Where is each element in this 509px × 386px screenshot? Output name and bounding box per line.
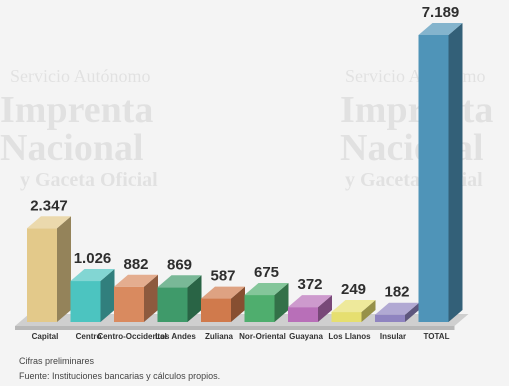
value-label-4: 587 bbox=[210, 268, 235, 285]
chart-bars bbox=[27, 23, 463, 322]
category-label-2: Centro-Occidental bbox=[97, 332, 166, 341]
bar-front bbox=[288, 307, 318, 322]
bar-top bbox=[418, 23, 463, 35]
bar-front bbox=[70, 281, 101, 322]
bar-0 bbox=[27, 216, 71, 322]
category-label-4: Zuliana bbox=[205, 332, 234, 341]
bar-front bbox=[114, 286, 144, 322]
value-label-3: 869 bbox=[167, 256, 192, 273]
bar-top bbox=[114, 274, 158, 287]
bar-top bbox=[244, 283, 289, 296]
floor-edge bbox=[15, 326, 455, 330]
bar-top bbox=[288, 295, 332, 308]
chart-notes: Cifras preliminares Fuente: Institucione… bbox=[19, 354, 220, 384]
value-label-9: 7.189 bbox=[422, 4, 460, 21]
bar-4 bbox=[201, 286, 245, 322]
value-label-0: 2.347 bbox=[30, 197, 68, 214]
bar-side bbox=[405, 302, 419, 322]
bar-5 bbox=[244, 283, 289, 322]
bar-top bbox=[375, 302, 419, 315]
bar-front bbox=[331, 312, 362, 322]
category-label-7: Los Llanos bbox=[328, 332, 371, 341]
bar-side bbox=[318, 295, 332, 322]
bar-9 bbox=[418, 23, 463, 322]
bar-top bbox=[70, 269, 115, 282]
bar-top bbox=[201, 286, 245, 299]
bar-side bbox=[231, 286, 245, 322]
bar-top bbox=[27, 216, 71, 229]
bar-front bbox=[201, 298, 231, 322]
bar-side bbox=[57, 216, 71, 322]
category-label-1: Centro bbox=[76, 332, 102, 341]
bar-top bbox=[157, 275, 202, 288]
bar-top bbox=[331, 300, 376, 313]
category-label-3: Los Andes bbox=[155, 332, 196, 341]
value-label-7: 249 bbox=[341, 281, 366, 298]
value-label-1: 1.026 bbox=[74, 250, 112, 267]
category-label-8: Insular bbox=[380, 332, 406, 341]
bar-8 bbox=[375, 302, 419, 322]
source-note: Fuente: Instituciones bancarias y cálcul… bbox=[19, 371, 221, 381]
bar-3 bbox=[157, 275, 202, 322]
bar-side bbox=[448, 23, 463, 322]
bar-1 bbox=[70, 269, 115, 322]
bar-front bbox=[27, 228, 57, 322]
category-label-9: TOTAL bbox=[424, 332, 450, 341]
bar-side bbox=[100, 269, 115, 322]
value-labels: 2.347 1.026 882 869 587 675 372 249 182 7.189 bbox=[30, 4, 459, 301]
bar-front bbox=[375, 314, 405, 322]
preliminary-note: Cifras preliminares bbox=[19, 356, 95, 366]
category-label-6: Guayana bbox=[289, 332, 323, 341]
category-label-0: Capital bbox=[32, 332, 59, 341]
bar-6 bbox=[288, 295, 332, 322]
bar-7 bbox=[331, 300, 376, 322]
bar-front bbox=[244, 295, 275, 322]
value-label-5: 675 bbox=[254, 264, 279, 281]
bar-side bbox=[274, 283, 289, 322]
value-label-2: 882 bbox=[123, 256, 148, 273]
bar-side bbox=[361, 300, 376, 322]
bar-side bbox=[144, 274, 158, 322]
bar-front bbox=[418, 35, 449, 322]
bar-front bbox=[157, 287, 188, 322]
category-label-5: Nor-Oriental bbox=[239, 332, 286, 341]
value-label-8: 182 bbox=[384, 284, 409, 301]
bar-2 bbox=[114, 274, 158, 322]
bar-side bbox=[187, 275, 202, 322]
value-label-6: 372 bbox=[297, 276, 322, 293]
